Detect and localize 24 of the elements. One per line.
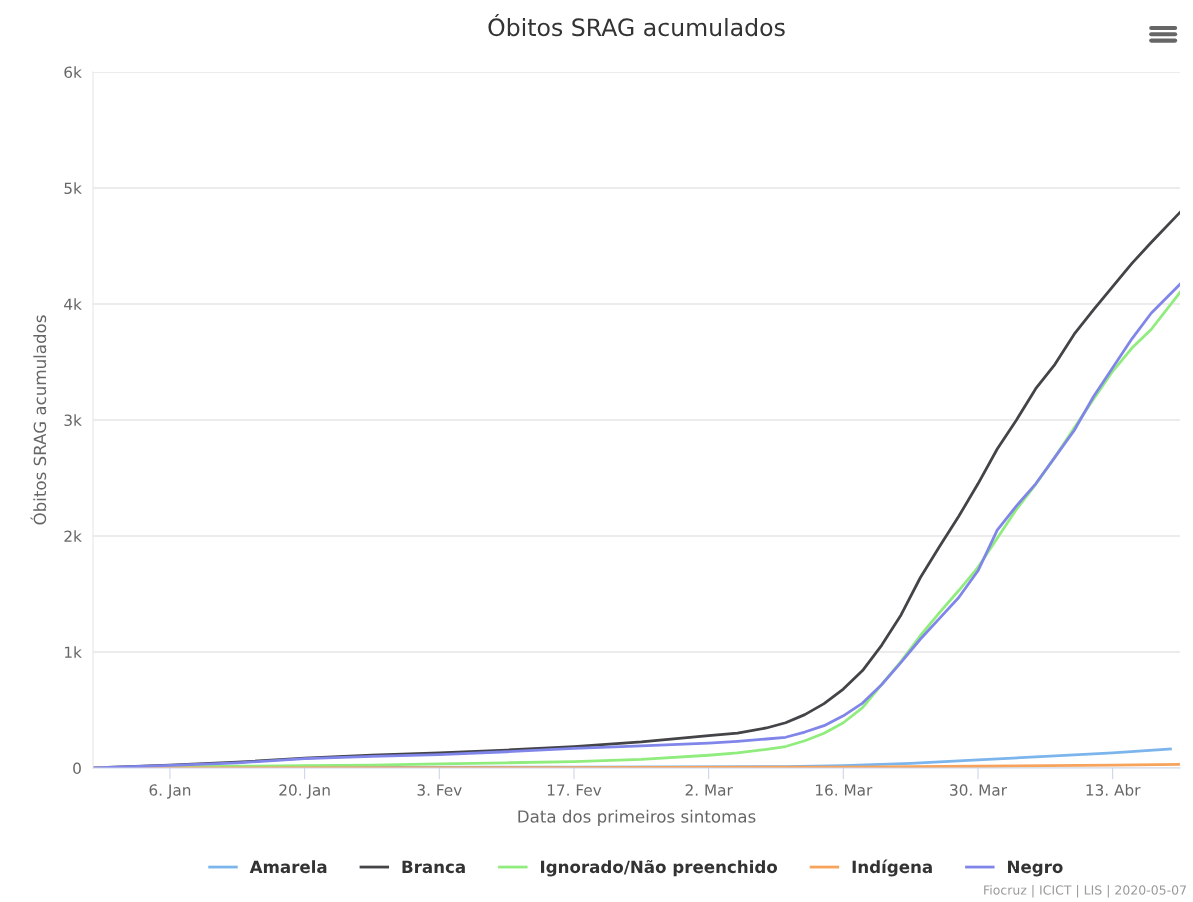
y-tick-label: 1k bbox=[65, 646, 82, 658]
x-tick-label: 13. Abr bbox=[1086, 783, 1141, 796]
x-tick-label: 2. Mar bbox=[685, 784, 733, 796]
legend-label: Negro bbox=[1008, 860, 1063, 877]
y-axis-title: Óbitos SRAG acumulados bbox=[30, 315, 47, 525]
x-tick-label: 20. Jan bbox=[279, 784, 330, 799]
y-tick-label: 5k bbox=[64, 182, 82, 195]
x-tick-label: 30. Mar bbox=[950, 784, 1007, 796]
y-tick-label: 4k bbox=[64, 298, 82, 310]
x-tick-label: 16. Mar bbox=[816, 784, 873, 796]
x-tick-label: 17. Fev bbox=[547, 784, 602, 796]
x-tick-label: 3. Fev bbox=[417, 784, 462, 796]
x-tick-label: 6. Jan bbox=[149, 784, 191, 799]
legend-label: Ignorado/Não preenchido bbox=[541, 859, 778, 877]
y-tick-label: 0 bbox=[73, 762, 81, 775]
y-tick-label: 3k bbox=[64, 414, 82, 427]
legend-label: Amarela bbox=[249, 860, 327, 874]
text: Fiocruz | ICICT | LIS | 2020-05-07 bbox=[984, 884, 1186, 898]
x-axis-title: Data dos primeiros sintomas bbox=[518, 809, 756, 826]
legend-label: Indígena bbox=[852, 859, 932, 877]
y-tick-label: 6k bbox=[64, 66, 82, 79]
y-tick-label: 2k bbox=[64, 530, 82, 542]
legend-label: Branca bbox=[402, 860, 465, 874]
chart-title: Óbitos SRAG acumulados bbox=[488, 14, 785, 37]
